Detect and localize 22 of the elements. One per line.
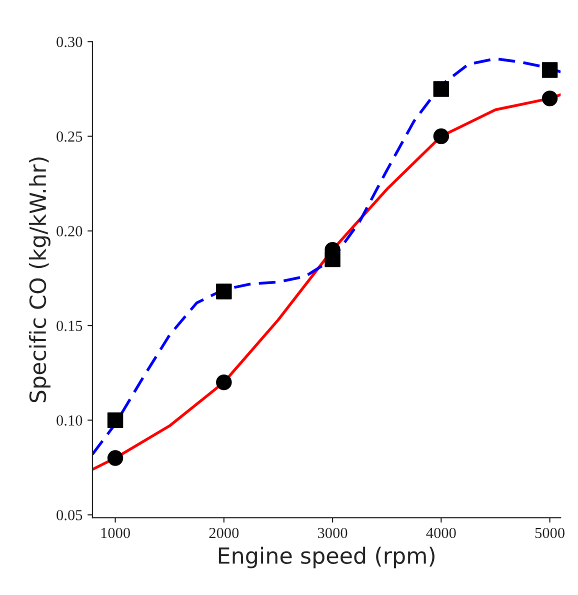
y-tick-label: 0.05 — [56, 510, 82, 520]
point — [433, 81, 450, 97]
x-tick-label: 5000 — [535, 528, 564, 538]
y-tick-label: 0.10 — [56, 415, 82, 426]
x-tick-label: 4000 — [426, 528, 456, 538]
x-tick-label: 3000 — [318, 528, 348, 538]
y-tick-label: 0.25 — [56, 131, 82, 142]
point — [107, 412, 124, 428]
y-tick-label: 0.30 — [56, 36, 82, 48]
x-tick-label: 2000 — [209, 528, 239, 538]
point — [324, 251, 340, 268]
x-tick-label: 1000 — [101, 528, 130, 538]
point — [433, 128, 450, 144]
point — [107, 450, 124, 466]
y-tick-label: 0.20 — [56, 226, 82, 236]
y-axis-title: Specific CO (kg/kW.hr) — [28, 158, 50, 402]
point — [542, 90, 558, 106]
point — [542, 62, 558, 78]
point — [216, 374, 232, 390]
point — [216, 284, 232, 300]
y-tick-label: 0.15 — [56, 320, 82, 332]
x-axis-title: Engine speed (rpm) — [218, 546, 434, 568]
